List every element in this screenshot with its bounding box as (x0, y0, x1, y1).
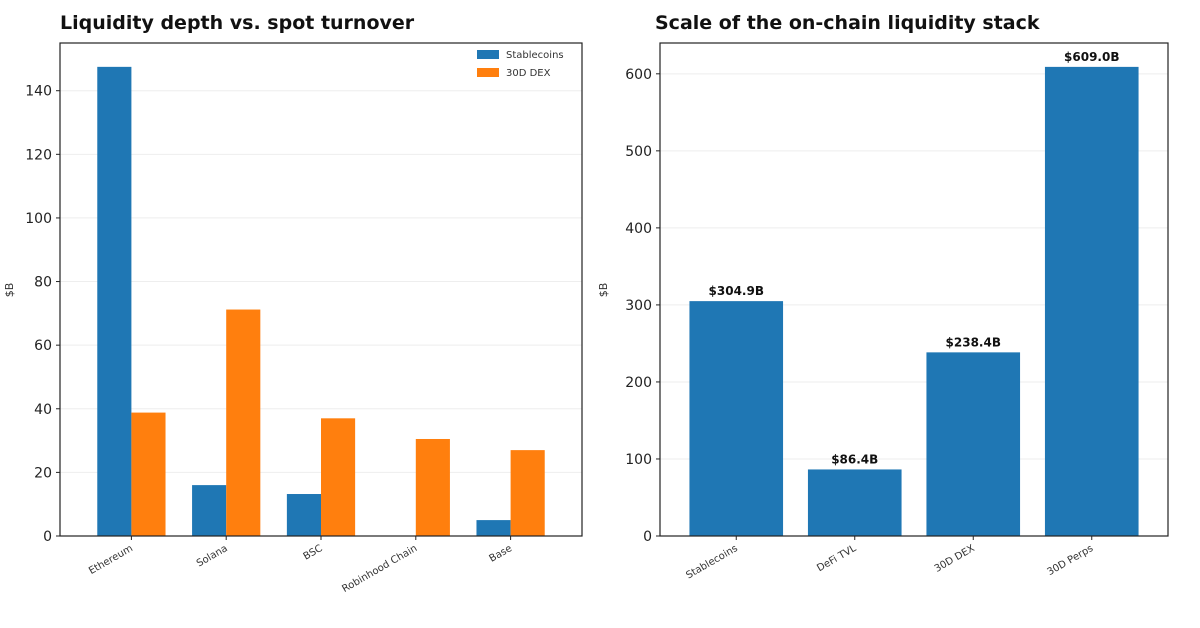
bar (321, 418, 356, 536)
x-tick-label: Stablecoins (684, 543, 739, 581)
legend-swatch (477, 50, 499, 59)
y-tick-label: 0 (643, 529, 652, 545)
y-tick-label: 100 (25, 211, 52, 227)
x-tick-label: Base (488, 543, 515, 565)
left-chart-title: Liquidity depth vs. spot turnover (60, 12, 415, 34)
y-tick-label: 200 (625, 375, 652, 391)
y-tick-label: 20 (34, 465, 52, 481)
bar (415, 438, 450, 536)
bar (97, 66, 132, 537)
y-tick-label: 100 (625, 452, 652, 468)
y-tick-label: 300 (625, 298, 652, 314)
left-legend: Stablecoins 30D DEX (477, 50, 564, 79)
x-tick-label: Robinhood Chain (340, 543, 419, 595)
bar-value-label: $304.9B (709, 284, 764, 298)
x-tick-label: Ethereum (87, 543, 135, 577)
bar-value-label: $609.0B (1064, 50, 1119, 64)
bar (807, 469, 902, 536)
bar (510, 450, 545, 536)
right-chart-title: Scale of the on-chain liquidity stack (655, 12, 1040, 34)
y-tick-label: 400 (625, 221, 652, 237)
bar (926, 352, 1021, 536)
bar (226, 309, 261, 536)
x-tick-label: Solana (195, 543, 230, 569)
right-plot-frame (659, 42, 1169, 537)
legend-label: 30D DEX (506, 68, 551, 79)
y-tick-label: 500 (625, 144, 652, 160)
bar (689, 301, 784, 536)
bar (286, 494, 321, 536)
y-tick-label: 120 (25, 147, 52, 163)
y-tick-label: 80 (34, 275, 52, 291)
left-chart-panel: Liquidity depth vs. spot turnover 0 20 40 6… (3, 12, 583, 595)
x-tick-label: 30D DEX (933, 543, 977, 575)
y-tick-label: 600 (625, 67, 652, 83)
y-tick-label: 60 (34, 338, 52, 354)
right-y-axis-label: $B (597, 283, 610, 298)
bar (476, 520, 511, 536)
right-chart-panel: Scale of the on-chain liquidity stack 0 1… (597, 12, 1169, 581)
bar (1044, 66, 1139, 536)
x-tick-label: DeFi TVL (815, 543, 858, 574)
y-tick-label: 140 (25, 84, 52, 100)
legend-swatch (477, 68, 499, 77)
bar-value-label: $86.4B (831, 452, 878, 466)
x-tick-label: BSC (302, 543, 325, 563)
y-tick-label: 0 (43, 529, 52, 545)
x-tick-label: 30D Perps (1045, 543, 1095, 578)
legend-label: Stablecoins (506, 50, 564, 61)
y-tick-label: 40 (34, 402, 52, 418)
bar-value-label: $238.4B (946, 335, 1001, 349)
bar (131, 412, 166, 536)
bar (192, 485, 227, 536)
left-y-axis-label: $B (3, 283, 16, 298)
